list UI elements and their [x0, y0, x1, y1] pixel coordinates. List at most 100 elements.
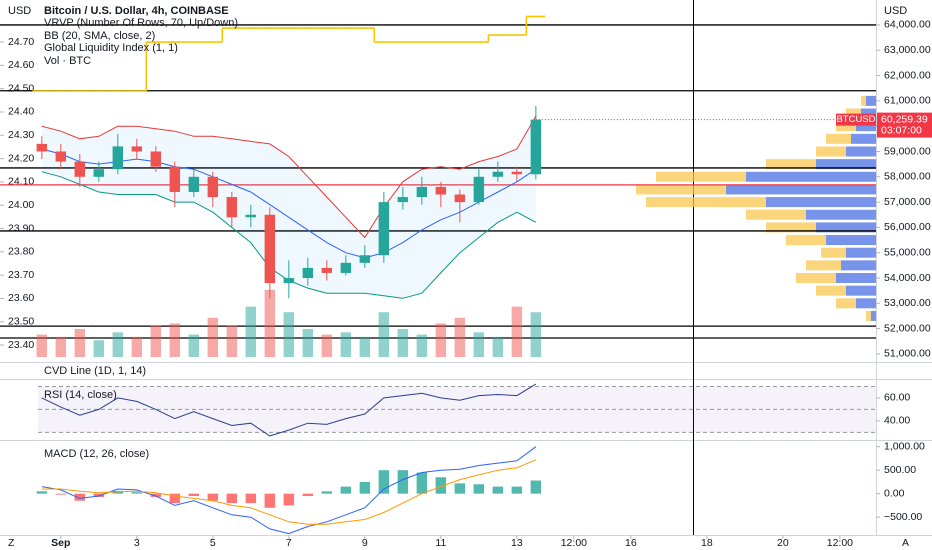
- macd-histogram: [302, 493, 314, 497]
- base-layer: 51,000.0052,000.0053,000.0054,000.0055,0…: [0, 15, 932, 549]
- profile-up: [766, 197, 876, 208]
- symbol-title: Bitcoin / U.S. Dollar, 4h, COINBASE: [44, 5, 229, 17]
- macd-histogram: [36, 491, 48, 494]
- candle-body: [378, 202, 390, 256]
- y-tick-label: 63,000.00: [884, 44, 931, 56]
- volume-bar: [112, 332, 124, 357]
- macd-histogram: [321, 491, 333, 494]
- y2-tick-label: 24.40: [8, 106, 34, 118]
- macd-histogram: [530, 480, 542, 494]
- macd-tick-label: 1,000.00: [884, 440, 925, 452]
- macd-histogram: [226, 493, 238, 504]
- profile-down: [766, 159, 816, 170]
- indicator-label: RSI (14, close): [44, 389, 117, 401]
- y2-tick-label: 23.90: [8, 222, 34, 234]
- x-tick-label: 16: [625, 537, 637, 549]
- y-tick-label: 55,000.00: [884, 246, 931, 258]
- profile-up: [846, 285, 876, 296]
- profile-down: [816, 146, 846, 157]
- volume-bar: [473, 332, 485, 357]
- profile-up: [846, 146, 876, 157]
- volume-bar: [435, 323, 447, 357]
- macd-histogram: [340, 486, 352, 494]
- profile-down: [836, 121, 856, 132]
- macd-histogram: [74, 493, 86, 501]
- volume-bar: [245, 306, 257, 357]
- x-tick-label: 12:00: [827, 537, 853, 549]
- volume-bar: [302, 329, 314, 357]
- bb-fill: [41, 116, 536, 299]
- x-tick-label: 13: [511, 537, 523, 549]
- macd-histogram: [131, 492, 143, 494]
- profile-up: [836, 273, 876, 284]
- indicator-label: Vol · BTC: [44, 55, 91, 67]
- y-tick-label: 61,000.00: [884, 95, 931, 107]
- corner-button[interactable]: Z: [8, 537, 15, 549]
- indicator-label: CVD Line (1D, 1, 14): [44, 365, 146, 377]
- volume-bar: [131, 336, 143, 357]
- macd-histogram: [207, 493, 219, 501]
- x-tick-label: 3: [134, 537, 140, 549]
- macd-histogram: [511, 486, 523, 494]
- profile-up: [806, 209, 876, 220]
- rsi-tick-label: 40.00: [884, 415, 910, 427]
- macd-histogram: [150, 493, 162, 497]
- volume-bar: [55, 336, 67, 357]
- macd-histogram: [378, 470, 390, 494]
- x-tick-label: 7: [286, 537, 292, 549]
- candle-body: [530, 119, 542, 175]
- volume-bar: [511, 306, 523, 357]
- profile-down: [866, 310, 871, 321]
- volume-bar: [283, 312, 295, 357]
- macd-histogram: [435, 477, 447, 494]
- profile-down: [826, 133, 851, 144]
- candle-body: [283, 278, 295, 284]
- macd-tick-label: 500.00: [884, 464, 916, 476]
- candle-body: [302, 267, 314, 279]
- x-tick-label: 18: [701, 537, 713, 549]
- profile-up: [816, 159, 876, 170]
- candle-body: [340, 262, 352, 273]
- y-tick-label: 62,000.00: [884, 69, 931, 81]
- indicator-label: BB (20, SMA, close, 2): [44, 30, 155, 42]
- candle-body: [226, 197, 238, 218]
- y2-tick-label: 24.70: [8, 36, 34, 48]
- indicator-label: Global Liquidity Index (1, 1): [44, 42, 178, 54]
- candle-body: [416, 186, 428, 198]
- profile-up: [851, 133, 876, 144]
- y2-tick-label: 24.00: [8, 199, 34, 211]
- profile-up: [866, 95, 876, 106]
- macd-histogram: [492, 486, 504, 494]
- profile-down: [646, 197, 766, 208]
- corner-button[interactable]: A: [902, 537, 909, 549]
- candle-body: [435, 186, 447, 195]
- candle-body: [55, 151, 67, 162]
- y2-tick-label: 24.60: [8, 59, 34, 71]
- countdown-text: 03:07:00: [881, 124, 922, 136]
- volume-bar: [188, 334, 200, 357]
- x-tick-label: 5: [210, 537, 216, 549]
- candle-body: [397, 197, 409, 203]
- candle-body: [169, 166, 181, 192]
- symbol-tag-text: BTCUSD: [836, 114, 875, 125]
- volume-bar: [321, 334, 333, 357]
- candle-body: [511, 171, 523, 175]
- signal-line: [41, 459, 537, 525]
- candle-body: [473, 176, 485, 203]
- symbol-tag: [836, 113, 876, 126]
- candle-body: [207, 176, 219, 198]
- y-tick-label: 54,000.00: [884, 272, 931, 284]
- x-tick-label: 11: [435, 537, 446, 549]
- candle-body: [264, 214, 276, 284]
- candle-body: [131, 146, 143, 152]
- profile-up: [726, 184, 876, 195]
- x-tick-label: 12:00: [561, 537, 587, 549]
- macd-histogram: [93, 493, 105, 497]
- indicator-label: MACD (12, 26, close): [44, 448, 149, 460]
- y2-tick-label: 24.30: [8, 129, 34, 141]
- candle-body: [93, 169, 105, 177]
- macd-line: [41, 446, 537, 535]
- profile-down: [656, 171, 746, 182]
